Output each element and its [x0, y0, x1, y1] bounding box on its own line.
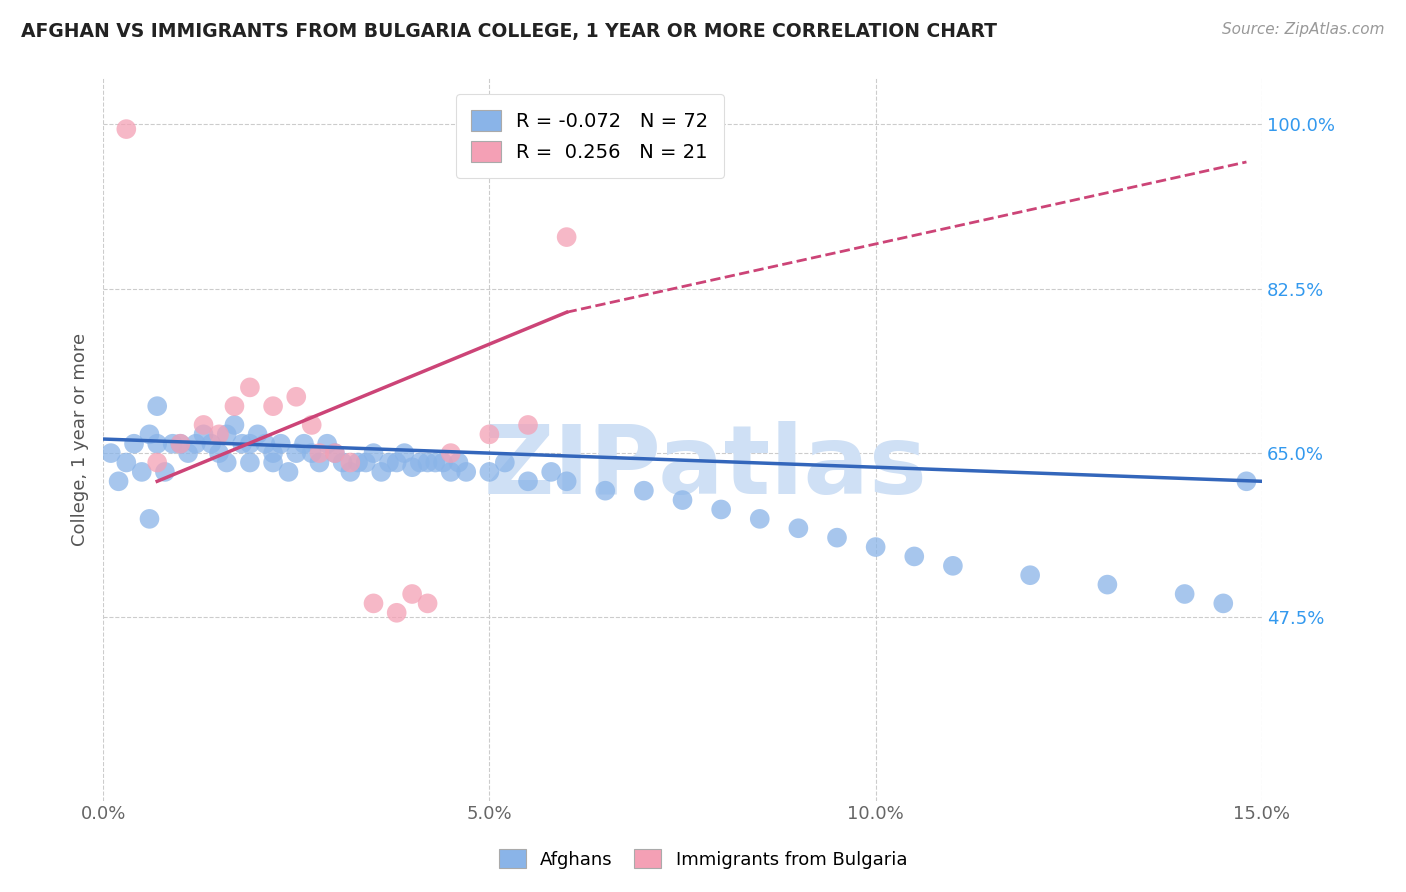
Point: [254, 436, 277, 450]
Point: [208, 446, 231, 460]
Point: [332, 456, 354, 470]
Point: [277, 465, 299, 479]
Point: [540, 465, 562, 479]
Point: [323, 446, 346, 460]
Point: [1097, 577, 1119, 591]
Point: [440, 465, 463, 479]
Point: [146, 456, 169, 470]
Point: [270, 436, 292, 450]
Point: [710, 502, 733, 516]
Point: [146, 436, 169, 450]
Point: [942, 558, 965, 573]
Point: [115, 122, 138, 136]
Point: [301, 446, 323, 460]
Point: [339, 465, 361, 479]
Point: [316, 436, 339, 450]
Point: [239, 456, 262, 470]
Point: [370, 465, 392, 479]
Point: [478, 427, 501, 442]
Point: [323, 446, 346, 460]
Point: [401, 587, 423, 601]
Point: [385, 456, 408, 470]
Point: [177, 446, 200, 460]
Text: AFGHAN VS IMMIGRANTS FROM BULGARIA COLLEGE, 1 YEAR OR MORE CORRELATION CHART: AFGHAN VS IMMIGRANTS FROM BULGARIA COLLE…: [21, 22, 997, 41]
Point: [262, 446, 284, 460]
Point: [903, 549, 925, 564]
Legend: R = -0.072   N = 72, R =  0.256   N = 21: R = -0.072 N = 72, R = 0.256 N = 21: [456, 95, 724, 178]
Point: [224, 399, 246, 413]
Point: [416, 596, 439, 610]
Point: [146, 399, 169, 413]
Point: [246, 427, 269, 442]
Y-axis label: College, 1 year or more: College, 1 year or more: [72, 333, 89, 546]
Point: [100, 446, 122, 460]
Point: [138, 427, 160, 442]
Point: [184, 436, 207, 450]
Point: [1212, 596, 1234, 610]
Point: [262, 456, 284, 470]
Point: [169, 436, 191, 450]
Point: [224, 417, 246, 432]
Point: [825, 531, 848, 545]
Point: [292, 436, 315, 450]
Point: [122, 436, 145, 450]
Point: [169, 436, 191, 450]
Point: [239, 436, 262, 450]
Text: Source: ZipAtlas.com: Source: ZipAtlas.com: [1222, 22, 1385, 37]
Point: [200, 436, 222, 450]
Point: [115, 456, 138, 470]
Point: [285, 446, 308, 460]
Point: [347, 456, 370, 470]
Point: [401, 460, 423, 475]
Point: [394, 446, 416, 460]
Point: [162, 436, 184, 450]
Point: [409, 456, 432, 470]
Point: [517, 417, 540, 432]
Point: [416, 456, 439, 470]
Point: [215, 427, 238, 442]
Point: [193, 417, 215, 432]
Point: [748, 512, 770, 526]
Point: [215, 456, 238, 470]
Point: [555, 230, 578, 244]
Point: [494, 456, 516, 470]
Point: [363, 446, 385, 460]
Point: [671, 493, 693, 508]
Point: [231, 436, 253, 450]
Point: [153, 465, 176, 479]
Point: [633, 483, 655, 498]
Point: [593, 483, 616, 498]
Point: [425, 456, 447, 470]
Point: [262, 399, 284, 413]
Point: [1236, 475, 1258, 489]
Point: [440, 446, 463, 460]
Point: [131, 465, 153, 479]
Point: [339, 456, 361, 470]
Point: [308, 446, 330, 460]
Point: [517, 475, 540, 489]
Point: [193, 427, 215, 442]
Point: [478, 465, 501, 479]
Point: [865, 540, 887, 554]
Legend: Afghans, Immigrants from Bulgaria: Afghans, Immigrants from Bulgaria: [491, 842, 915, 876]
Point: [385, 606, 408, 620]
Point: [354, 456, 377, 470]
Point: [1019, 568, 1042, 582]
Point: [432, 456, 454, 470]
Point: [456, 465, 478, 479]
Point: [787, 521, 810, 535]
Text: ZIPatlas: ZIPatlas: [484, 421, 928, 515]
Point: [285, 390, 308, 404]
Point: [447, 456, 470, 470]
Point: [308, 456, 330, 470]
Point: [208, 427, 231, 442]
Point: [555, 475, 578, 489]
Point: [363, 596, 385, 610]
Point: [378, 456, 401, 470]
Point: [239, 380, 262, 394]
Point: [107, 475, 129, 489]
Point: [138, 512, 160, 526]
Point: [1174, 587, 1197, 601]
Point: [301, 417, 323, 432]
